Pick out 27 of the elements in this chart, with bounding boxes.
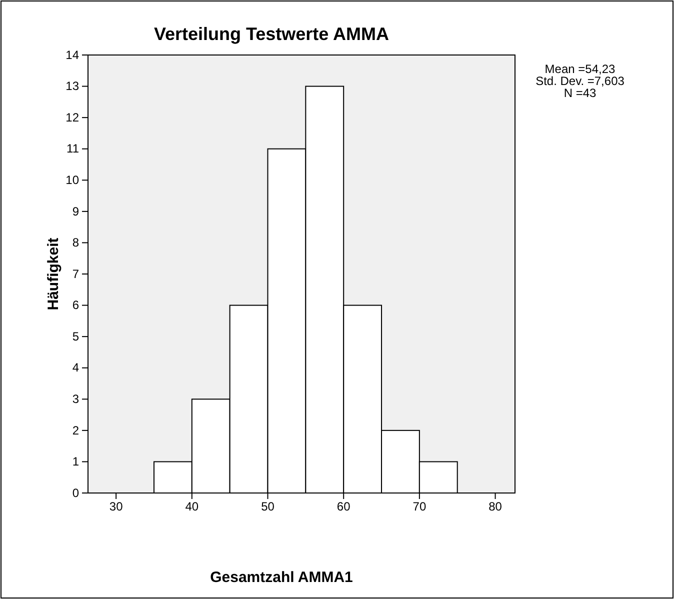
text: Mean =54,23 (544, 62, 616, 76)
y-tick-label: 4 (72, 360, 80, 375)
y-tick-label: 10 (66, 172, 80, 187)
x-axis-title: Gesamtzahl AMMA1 (210, 569, 353, 586)
x-tick-label: 40 (185, 500, 199, 514)
text: Std. Dev. =7,603 (536, 74, 625, 88)
x-tick-label: 70 (412, 500, 426, 514)
y-tick-label: 6 (72, 298, 80, 312)
x-tick-label: 60 (336, 500, 351, 514)
y-tick-label: 2 (72, 423, 80, 438)
y-tick-label: 3 (72, 392, 80, 406)
x-tick-label: 30 (109, 500, 124, 514)
y-tick-label: 0 (72, 486, 80, 500)
y-tick-label: 1 (72, 454, 80, 469)
text: N =43 (564, 86, 596, 100)
y-tick-label: 13 (66, 79, 80, 94)
y-tick-label: 9 (72, 204, 80, 218)
y-tick-label: 11 (66, 142, 80, 156)
y-tick-label: 5 (72, 329, 80, 344)
y-axis-title: Häufigkeit (45, 238, 62, 310)
y-tick-label: 14 (66, 48, 80, 62)
chart-title: Verteilung Testwerte AMMA (154, 24, 390, 44)
y-tick-label: 12 (66, 110, 80, 124)
y-tick-label: 8 (72, 236, 80, 250)
y-tick-label: 7 (72, 266, 80, 281)
x-tick-label: 80 (488, 500, 502, 514)
x-tick-label: 50 (261, 500, 275, 514)
